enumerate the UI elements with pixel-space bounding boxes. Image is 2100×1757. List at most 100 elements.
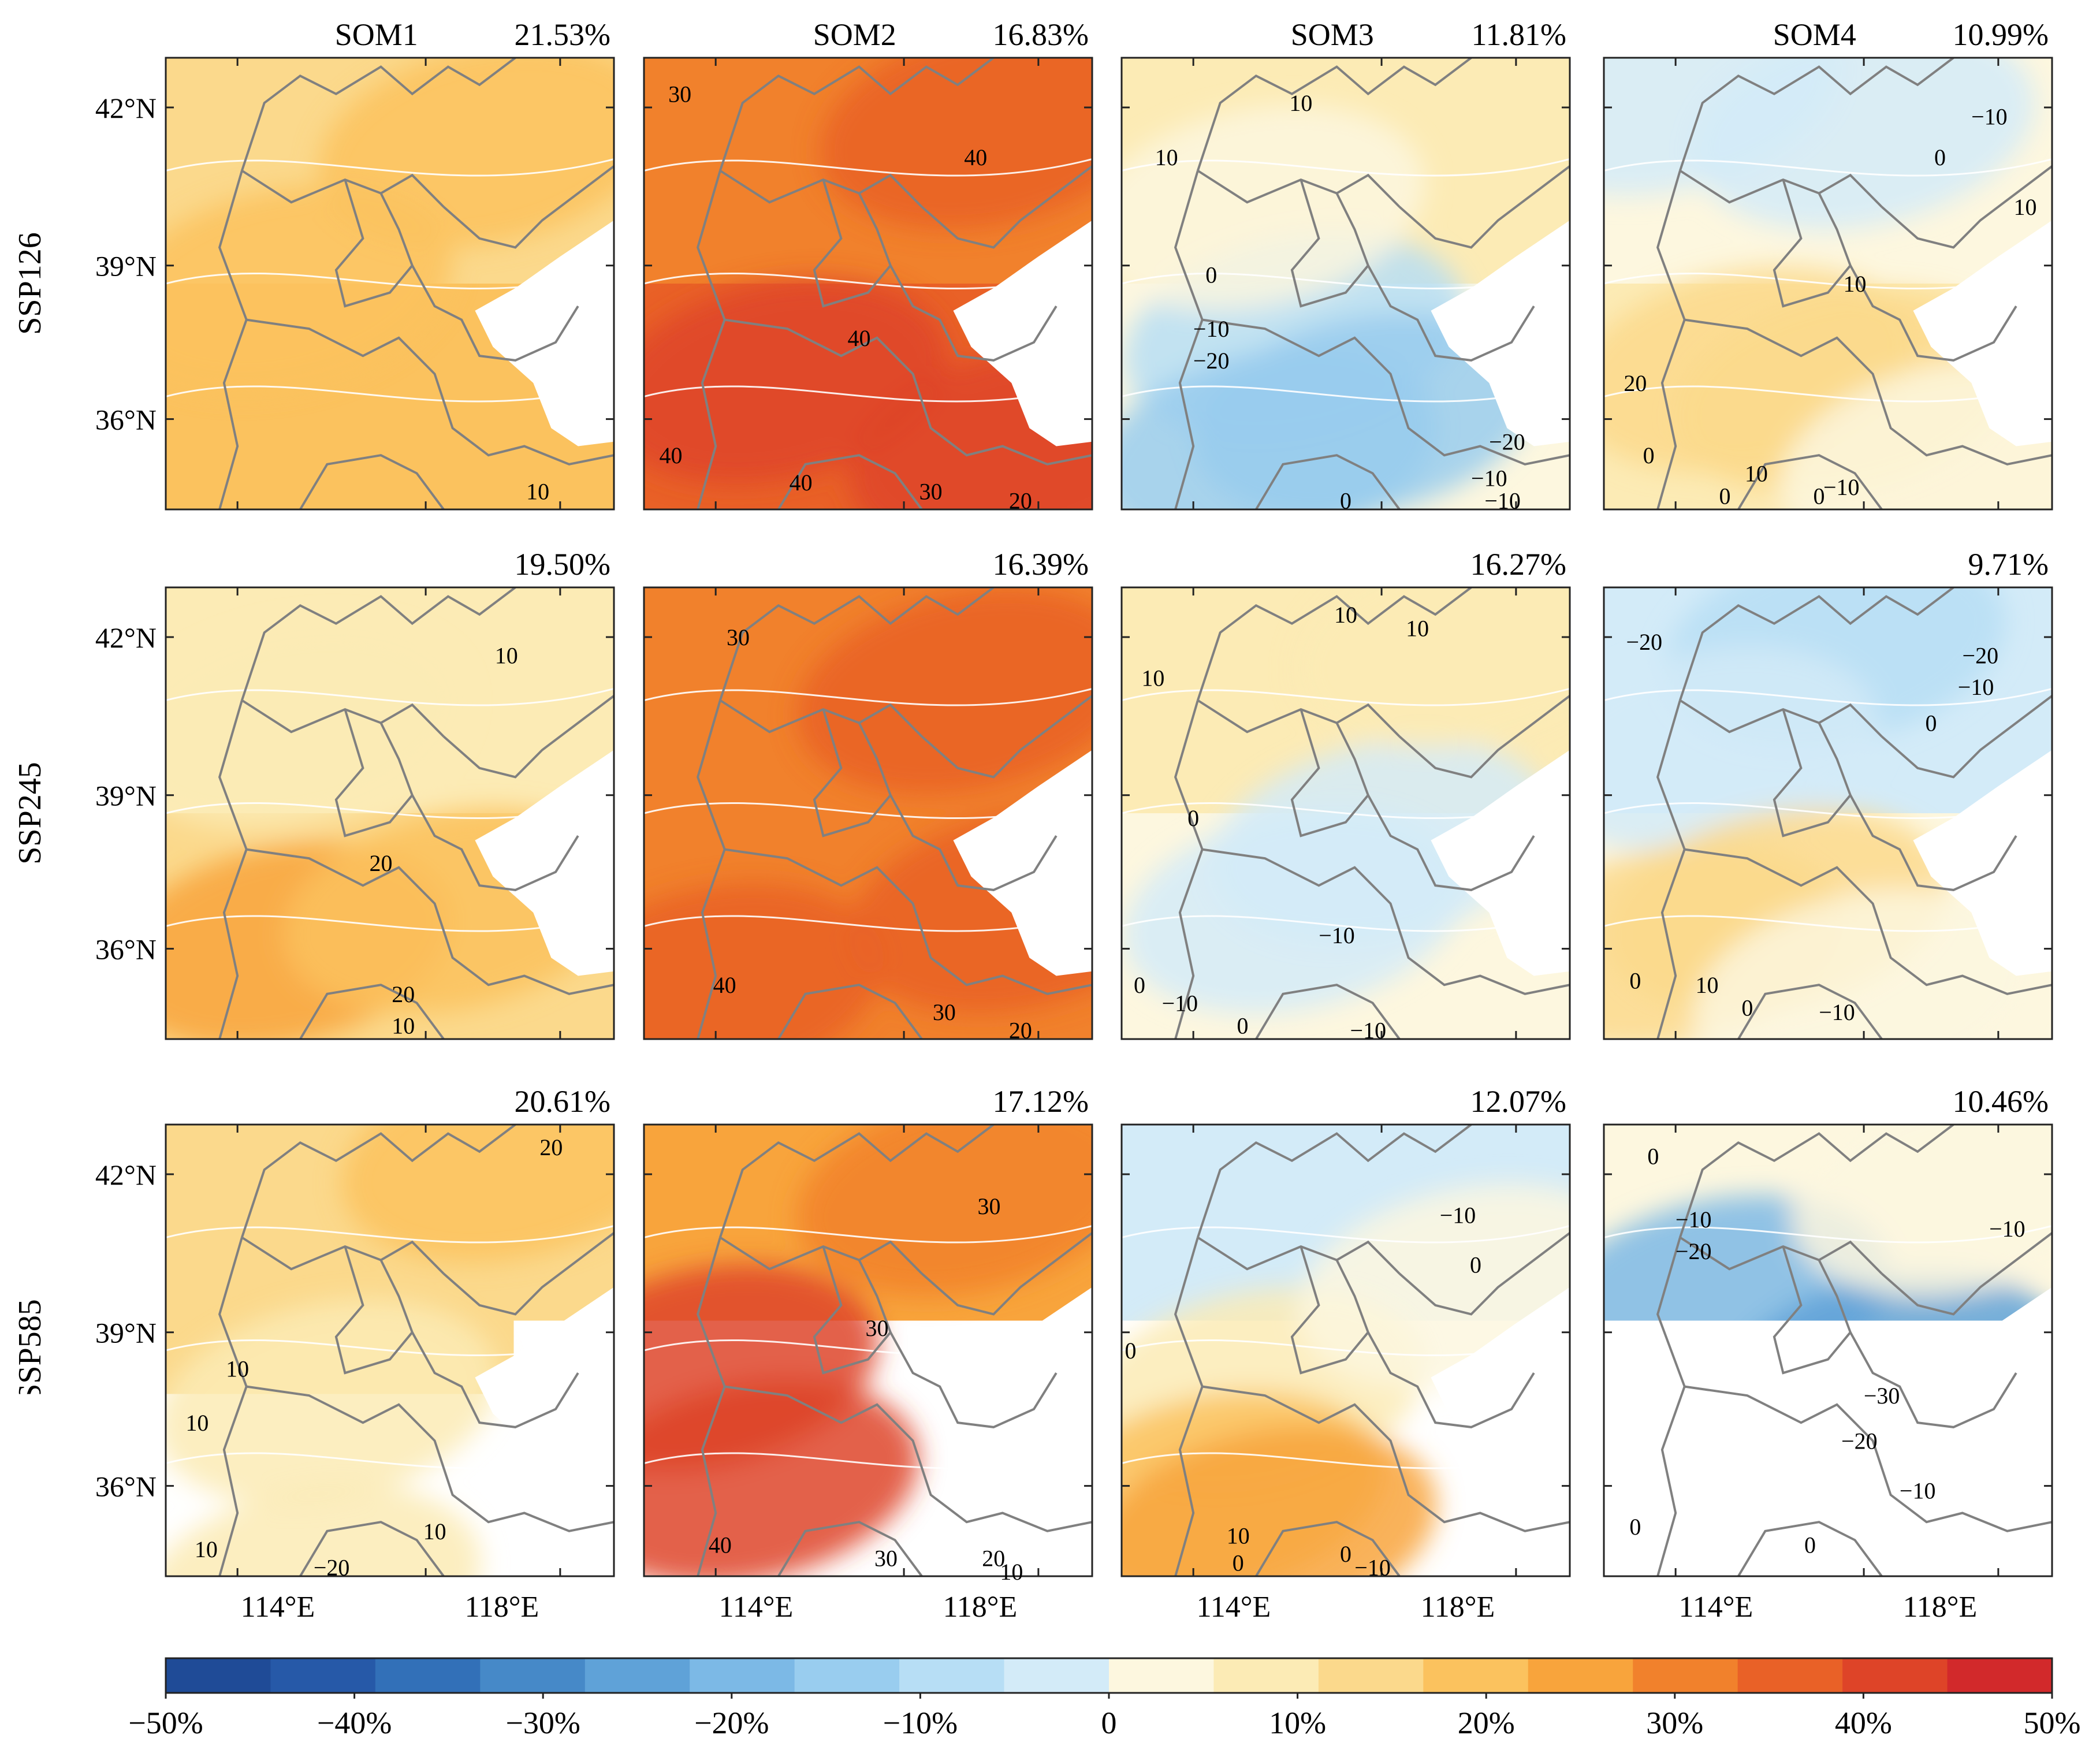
contour-label: 10 <box>1141 665 1164 691</box>
contour-label: 0 <box>1741 995 1753 1021</box>
colorbar-segment <box>1004 1658 1109 1693</box>
panel-percentage: 10.99% <box>1953 17 2049 52</box>
panel-ssp245-som2: 30 40 30 20 <box>523 559 1209 1118</box>
panel-percentage: 16.83% <box>993 17 1089 52</box>
colorbar-tick-label: −40% <box>317 1706 392 1740</box>
contour-label: 0 <box>1629 967 1641 993</box>
colorbar-tick-label: 30% <box>1646 1706 1703 1740</box>
contour-label: −10 <box>1319 922 1355 948</box>
lat-tick-label: 36°N <box>95 1471 157 1503</box>
panel-ssp585-som1: 20 10 10 10 10 −20 <box>120 1027 702 1718</box>
colorbar-segment <box>585 1658 690 1693</box>
contour-label: 0 <box>1134 972 1145 998</box>
contour-label: 10 <box>1844 271 1867 297</box>
contour-label: 30 <box>978 1193 1001 1219</box>
colorbar-segment <box>899 1658 1004 1693</box>
contour-label: −20 <box>1963 642 1999 668</box>
colorbar-segment <box>1423 1658 1528 1693</box>
panel-ssp126-som1: 10 <box>91 12 679 509</box>
contour-label: −20 <box>314 1554 350 1580</box>
lon-tick-label: 114°E <box>241 1591 315 1624</box>
contour-label: 0 <box>1470 1252 1481 1278</box>
contour-label: 0 <box>1719 483 1731 509</box>
lon-tick-label: 118°E <box>1903 1591 1978 1624</box>
contour-label: 30 <box>727 624 750 650</box>
lon-tick-label: 118°E <box>1421 1591 1495 1624</box>
contour-label: 0 <box>1813 483 1825 509</box>
contour-label: 0 <box>1205 262 1217 288</box>
contour-label: 40 <box>790 470 813 496</box>
colorbar-segment <box>1948 1658 2053 1693</box>
contour-label: 30 <box>866 1315 889 1341</box>
contour-label: 0 <box>1125 1338 1137 1364</box>
figure: 10 30 40 40 40 40 30 20 10 10 0 −10 −20 −20 −10 0 −10 −10… <box>0 0 2100 1754</box>
row-label-ssp245: SSP245 <box>12 762 48 864</box>
contour-label: 20 <box>392 981 415 1007</box>
column-title-som3: SOM3 <box>1291 17 1374 52</box>
contour-label: 20 <box>1624 370 1647 396</box>
contour-label: −20 <box>1626 629 1663 655</box>
column-title-som4: SOM4 <box>1773 17 1856 52</box>
contour-label: −10 <box>1162 990 1198 1016</box>
panel-percentage: 20.61% <box>515 1084 610 1119</box>
contour-label: −20 <box>1193 348 1230 374</box>
colorbar-tick-label: 50% <box>2024 1706 2081 1740</box>
colorbar-tick-label: −20% <box>694 1706 769 1740</box>
contour-label: −10 <box>1350 1017 1387 1043</box>
contour-label: 10 <box>1227 1523 1250 1549</box>
contour-label: −10 <box>1354 1554 1391 1580</box>
contour-label: 10 <box>2013 194 2036 220</box>
contour-label: 0 <box>1187 805 1199 831</box>
colorbar-segment <box>1319 1658 1424 1693</box>
contour-label: 10 <box>1334 602 1357 628</box>
contour-label: 30 <box>668 81 691 107</box>
colorbar-segment <box>1842 1658 1948 1693</box>
contour-label: 40 <box>713 972 736 998</box>
contour-label: −10 <box>1440 1202 1476 1228</box>
lat-tick-label: 42°N <box>95 92 157 124</box>
contour-label: −10 <box>1193 316 1230 342</box>
panel-percentage: 19.50% <box>515 547 610 582</box>
contour-label: 10 <box>495 642 518 668</box>
lat-tick-label: 39°N <box>95 1317 157 1349</box>
panel-ssp585-som3: −1000100 0−10 <box>1024 1125 1658 1661</box>
panel-ssp585-som4: 0−10−20−10−30−20−1000 <box>1529 1062 2100 1580</box>
contour-label: 10 <box>185 1410 208 1436</box>
colorbar-segment <box>270 1658 375 1693</box>
contour-label: 0 <box>1643 442 1655 468</box>
contour-label: −10 <box>1900 1477 1936 1503</box>
contour-label: 0 <box>1237 1013 1249 1039</box>
panel-percentage: 11.81% <box>1472 17 1566 52</box>
contour-label: 10 <box>1745 460 1768 486</box>
contour-label: 10 <box>423 1518 446 1544</box>
lon-tick-label: 118°E <box>465 1591 539 1624</box>
contour-label: 30 <box>919 479 943 505</box>
contour-label: 0 <box>1925 710 1937 736</box>
lat-tick-label: 42°N <box>95 621 157 654</box>
panel-ssp245-som1: 10202010 <box>91 587 645 1078</box>
contour-label: 10 <box>526 479 549 505</box>
contour-label: 30 <box>874 1546 898 1572</box>
contour-label: 0 <box>1804 1532 1816 1558</box>
colorbar-tick-label: 40% <box>1835 1706 1892 1740</box>
contour-label: 20 <box>539 1134 563 1160</box>
contour-label: 10 <box>1289 90 1312 116</box>
colorbar-tick-label: 0 <box>1101 1706 1117 1740</box>
contour-label: 40 <box>847 325 870 351</box>
panel-ssp126-som2: 3040404040 30 20 <box>587 0 1209 583</box>
lon-tick-label: 114°E <box>719 1591 794 1624</box>
contour-label: 40 <box>964 144 987 170</box>
colorbar-segment <box>795 1658 900 1693</box>
colorbar-segment <box>1213 1658 1319 1693</box>
panel-ssp126-som3: 10 10 0 −10 −20 −20 −10 0 −10 <box>1064 58 1570 583</box>
panel-percentage: 21.53% <box>515 17 610 52</box>
colorbar-tick-label: −10% <box>883 1706 958 1740</box>
contour-label: 20 <box>1009 1017 1032 1043</box>
contour-label: 30 <box>933 999 956 1025</box>
contour-label: 0 <box>1629 1514 1641 1540</box>
lat-tick-label: 39°N <box>95 780 157 812</box>
contour-label: 10 <box>1695 972 1718 998</box>
contour-label: 40 <box>660 442 683 468</box>
column-title-som1: SOM1 <box>335 17 418 52</box>
colorbar-segment <box>1738 1658 1843 1693</box>
